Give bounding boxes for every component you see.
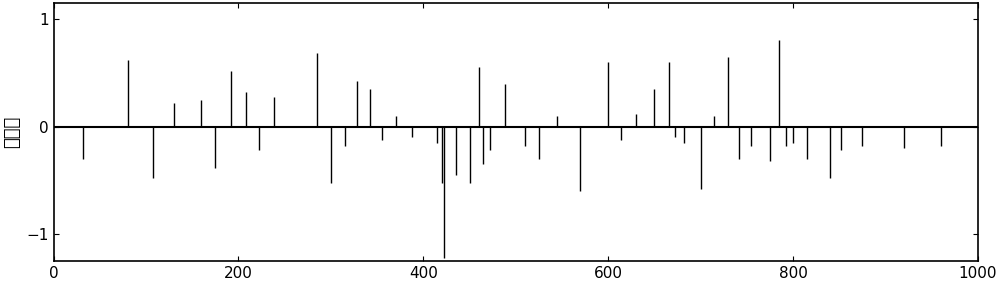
Y-axis label: 幅値ａ: 幅値ａ [3,116,21,148]
